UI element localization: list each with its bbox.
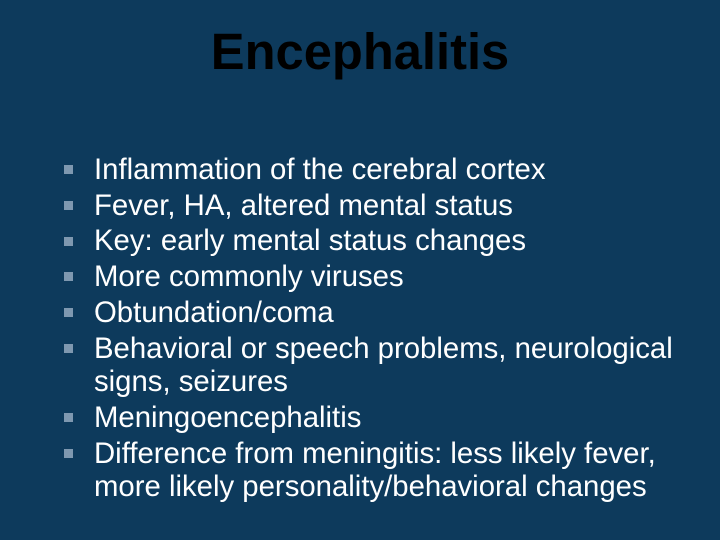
list-item: Obtundation/coma	[64, 296, 680, 330]
list-item: Inflammation of the cerebral cortex	[64, 153, 680, 187]
list-item: Meningoencephalitis	[64, 401, 680, 435]
list-item: Difference from meningitis: less likely …	[64, 437, 680, 504]
slide: Encephalitis Inflammation of the cerebra…	[0, 0, 720, 540]
slide-title: Encephalitis	[40, 22, 680, 81]
list-item: Key: early mental status changes	[64, 224, 680, 258]
bullet-list: Inflammation of the cerebral cortex Feve…	[40, 153, 680, 504]
list-item: Fever, HA, altered mental status	[64, 189, 680, 223]
list-item: Behavioral or speech problems, neurologi…	[64, 332, 680, 399]
list-item: More commonly viruses	[64, 260, 680, 294]
